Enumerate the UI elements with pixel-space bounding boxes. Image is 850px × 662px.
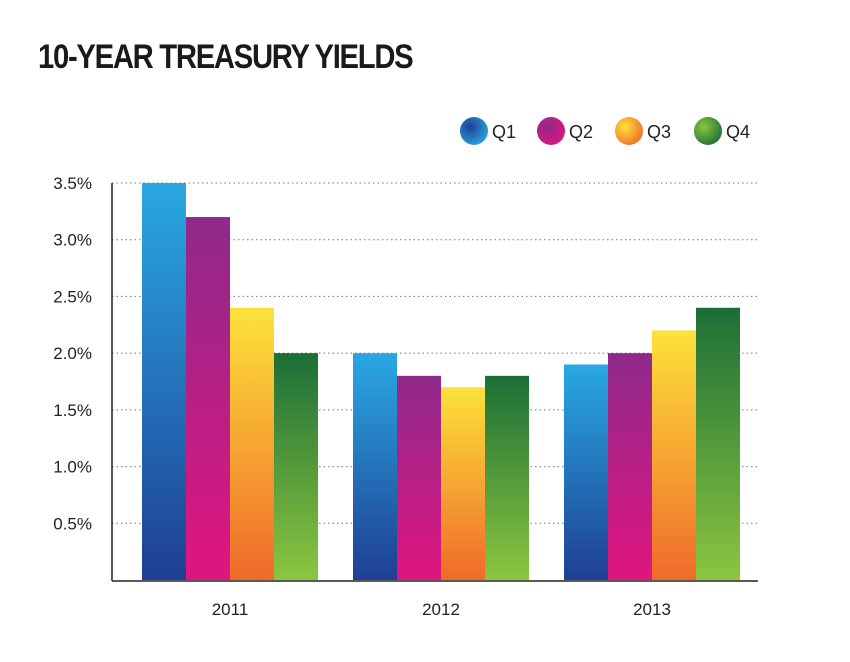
legend-marker-q3 bbox=[615, 117, 643, 145]
x-tick-label: 2011 bbox=[212, 600, 249, 619]
bars bbox=[142, 183, 740, 580]
bar-q3-2012 bbox=[441, 387, 485, 580]
legend-label-q1: Q1 bbox=[492, 122, 516, 142]
bar-q4-2012 bbox=[485, 375, 529, 580]
y-tick-labels: 0.5% 1.0% 1.5% 2.0% 2.5% 3.0% 3.5% bbox=[53, 174, 92, 533]
y-tick-label: 0.5% bbox=[53, 514, 92, 533]
bar-q1-2013 bbox=[564, 364, 608, 580]
bar-q1-2011 bbox=[142, 183, 186, 580]
legend-label-q4: Q4 bbox=[726, 122, 750, 142]
y-tick-label: 2.0% bbox=[53, 344, 92, 363]
legend-label-q2: Q2 bbox=[569, 122, 593, 142]
y-tick-label: 1.0% bbox=[53, 458, 92, 477]
axes bbox=[111, 183, 758, 582]
x-tick-label: 2012 bbox=[422, 600, 460, 619]
y-tick-label: 3.5% bbox=[53, 174, 92, 193]
legend-marker-q2 bbox=[537, 117, 565, 145]
legend-label-q3: Q3 bbox=[647, 122, 671, 142]
legend: Q1 Q2 Q3 Q4 bbox=[460, 117, 750, 145]
bar-q3-2011 bbox=[230, 307, 274, 580]
legend-marker-q1 bbox=[460, 117, 488, 145]
bar-q2-2012 bbox=[397, 375, 441, 580]
x-tick-labels: 2011 2012 2013 bbox=[212, 600, 671, 619]
y-tick-label: 2.5% bbox=[53, 287, 92, 306]
bar-q4-2011 bbox=[274, 353, 318, 580]
bar-q2-2013 bbox=[608, 353, 652, 580]
x-tick-label: 2013 bbox=[633, 600, 671, 619]
bar-q3-2013 bbox=[652, 330, 696, 580]
bar-q2-2011 bbox=[186, 217, 230, 580]
y-tick-label: 1.5% bbox=[53, 401, 92, 420]
y-tick-label: 3.0% bbox=[53, 231, 92, 250]
bar-q4-2013 bbox=[696, 307, 740, 580]
bar-q1-2012 bbox=[353, 353, 397, 580]
chart-title: 10-YEAR TREASURY YIELDS bbox=[38, 38, 414, 76]
legend-marker-q4 bbox=[694, 117, 722, 145]
